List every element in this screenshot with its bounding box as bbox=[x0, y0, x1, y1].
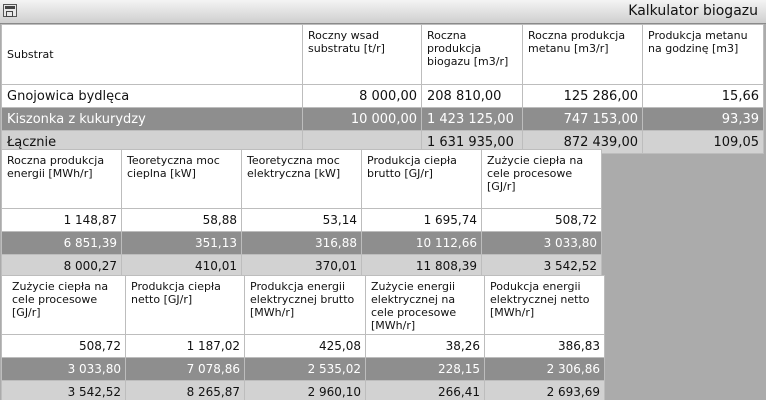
app-form-icon[interactable] bbox=[3, 4, 17, 17]
column-header[interactable]: Produkcja energii elektrycznej brutto [M… bbox=[244, 275, 366, 335]
header-row: Roczna produkcja energii [MWh/r] Teorety… bbox=[1, 149, 602, 209]
grid-cell[interactable]: 425,08 bbox=[244, 334, 366, 358]
grid-cell[interactable]: 508,72 bbox=[1, 334, 126, 358]
grid-cell[interactable]: 370,01 bbox=[241, 254, 362, 278]
grid-cell[interactable]: 38,26 bbox=[365, 334, 485, 358]
column-header[interactable]: Produkcja ciepła brutto [GJ/r] bbox=[361, 149, 482, 209]
grid-cell[interactable]: 53,14 bbox=[241, 208, 362, 232]
grid-cell[interactable]: 351,13 bbox=[121, 231, 242, 255]
column-header[interactable]: Produkcja ciepła netto [GJ/r] bbox=[125, 275, 245, 335]
column-header[interactable]: Roczna produkcja biogazu [m3/r] bbox=[421, 24, 523, 85]
grid-cell[interactable]: Łącznie bbox=[1, 130, 303, 154]
grid-cell[interactable]: 11 808,39 bbox=[361, 254, 482, 278]
substrate-grid[interactable]: Substrat Roczny wsad substratu [t/r] Roc… bbox=[1, 24, 764, 154]
grid-cell[interactable]: 58,88 bbox=[121, 208, 242, 232]
grid-cell[interactable]: 208 810,00 bbox=[421, 84, 523, 108]
column-header[interactable]: Roczna produkcja metanu [m3/r] bbox=[522, 24, 643, 85]
heat-electricity-grid[interactable]: Zużycie ciepła na cele procesowe [GJ/r] … bbox=[1, 275, 605, 400]
grid-cell[interactable]: Kiszonka z kukurydzy bbox=[1, 107, 303, 131]
header-row: Zużycie ciepła na cele procesowe [GJ/r] … bbox=[1, 275, 605, 335]
table-row[interactable]: 1 148,87 58,88 53,14 1 695,74 508,72 bbox=[1, 208, 602, 232]
column-header[interactable]: Substrat bbox=[1, 24, 303, 85]
grid-cell[interactable]: 15,66 bbox=[642, 84, 764, 108]
column-header[interactable]: Zużycie ciepła na cele procesowe [GJ/r] bbox=[481, 149, 602, 209]
grid-cell[interactable]: 2 693,69 bbox=[484, 380, 605, 400]
header-row: Substrat Roczny wsad substratu [t/r] Roc… bbox=[1, 24, 764, 85]
grid-cell[interactable]: 747 153,00 bbox=[522, 107, 643, 131]
grid-cell[interactable]: 3 033,80 bbox=[481, 231, 602, 255]
grid-cell[interactable]: 2 535,02 bbox=[244, 357, 366, 381]
grid-cell[interactable]: 386,83 bbox=[484, 334, 605, 358]
grid-cell[interactable]: 1 148,87 bbox=[1, 208, 122, 232]
grid-cell[interactable]: 266,41 bbox=[365, 380, 485, 400]
grid-cell[interactable]: 2 960,10 bbox=[244, 380, 366, 400]
energy-grid[interactable]: Roczna produkcja energii [MWh/r] Teorety… bbox=[1, 149, 602, 278]
table-row[interactable]: 6 851,39 351,13 316,88 10 112,66 3 033,8… bbox=[1, 231, 602, 255]
grid-cell[interactable]: 125 286,00 bbox=[522, 84, 643, 108]
grid-cell[interactable]: 508,72 bbox=[481, 208, 602, 232]
table-row[interactable]: Kiszonka z kukurydzy 10 000,00 1 423 125… bbox=[1, 107, 764, 131]
grid-cell[interactable]: 316,88 bbox=[241, 231, 362, 255]
grid-cell[interactable]: 8 265,87 bbox=[125, 380, 245, 400]
window-title: Kalkulator biogazu bbox=[628, 3, 758, 19]
grid-cell[interactable]: 8 000,00 bbox=[302, 84, 422, 108]
grid-cell[interactable]: 1 695,74 bbox=[361, 208, 482, 232]
title-bar: Kalkulator biogazu bbox=[0, 0, 766, 24]
table-row[interactable]: 3 542,52 8 265,87 2 960,10 266,41 2 693,… bbox=[1, 380, 605, 400]
grid-cell[interactable]: 109,05 bbox=[642, 130, 764, 154]
table-row[interactable]: Gnojowica bydlęca 8 000,00 208 810,00 12… bbox=[1, 84, 764, 108]
grid-cell[interactable]: 7 078,86 bbox=[125, 357, 245, 381]
grid-cell[interactable]: 3 542,52 bbox=[1, 380, 126, 400]
column-header[interactable]: Roczny wsad substratu [t/r] bbox=[302, 24, 422, 85]
table-row[interactable]: 508,72 1 187,02 425,08 38,26 386,83 bbox=[1, 334, 605, 358]
grid-cell[interactable]: Gnojowica bydlęca bbox=[1, 84, 303, 108]
grid-cell[interactable]: 93,39 bbox=[642, 107, 764, 131]
column-header[interactable]: Produkcja metanu na godzinę [m3] bbox=[642, 24, 764, 85]
grid-cell[interactable]: 10 000,00 bbox=[302, 107, 422, 131]
column-header[interactable]: Zużycie ciepła na cele procesowe [GJ/r] bbox=[1, 275, 126, 335]
column-header[interactable]: Zużycie energii elektrycznej na cele pro… bbox=[365, 275, 485, 335]
grid-cell[interactable]: 10 112,66 bbox=[361, 231, 482, 255]
grid-cell[interactable]: 6 851,39 bbox=[1, 231, 122, 255]
grid-cell[interactable]: 1 423 125,00 bbox=[421, 107, 523, 131]
table-row[interactable]: 3 033,80 7 078,86 2 535,02 228,15 2 306,… bbox=[1, 357, 605, 381]
column-header[interactable]: Podukcja energii elektrycznej netto [MWh… bbox=[484, 275, 605, 335]
grid-cell[interactable]: 228,15 bbox=[365, 357, 485, 381]
grid-cell[interactable]: 2 306,86 bbox=[484, 357, 605, 381]
column-header[interactable]: Roczna produkcja energii [MWh/r] bbox=[1, 149, 122, 209]
column-header[interactable]: Teoretyczna moc elektryczna [kW] bbox=[241, 149, 362, 209]
column-header[interactable]: Teoretyczna moc cieplna [kW] bbox=[121, 149, 242, 209]
grid-cell[interactable]: 3 033,80 bbox=[1, 357, 126, 381]
grid-cell[interactable]: 1 187,02 bbox=[125, 334, 245, 358]
grid-cell[interactable]: 3 542,52 bbox=[481, 254, 602, 278]
